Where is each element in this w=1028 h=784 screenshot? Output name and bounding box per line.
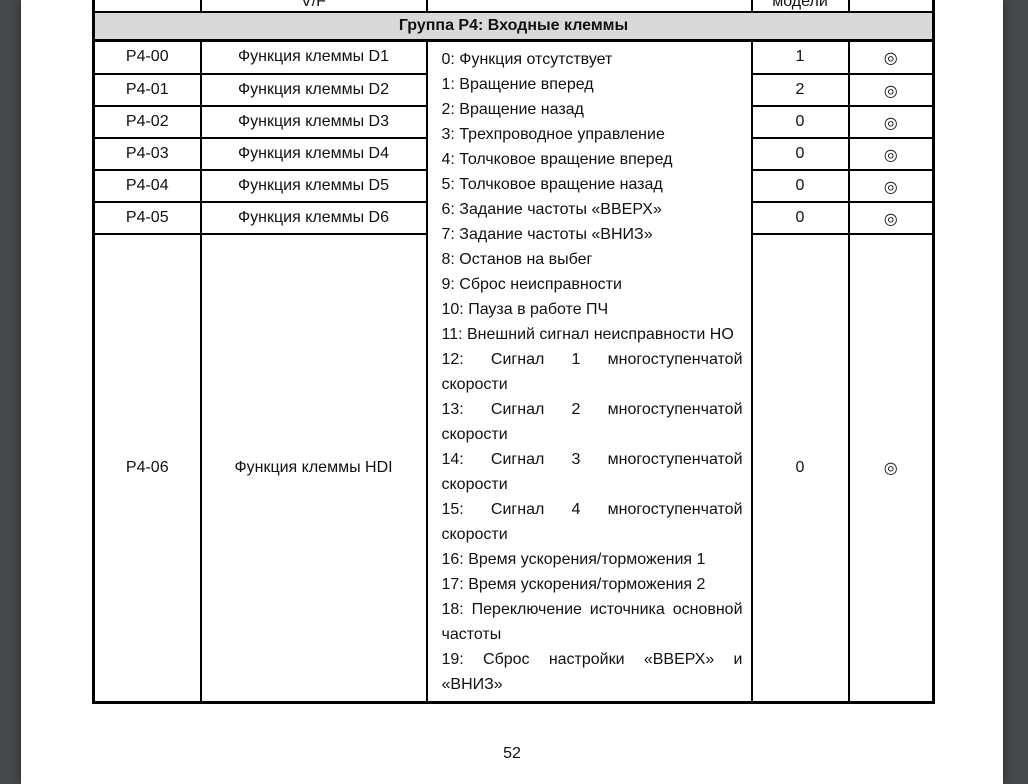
options-cell: 0: Функция отсутствует 1: Вращение впере…: [425, 39, 753, 703]
param-name-cell: Функция клеммы D4: [199, 137, 428, 171]
option-item: 17: Время ускорения/торможения 2: [441, 575, 706, 593]
partial-default-text: модели: [772, 0, 828, 10]
modify-flag-cell: ◎: [847, 169, 935, 203]
partial-name-text: V/F: [301, 0, 326, 10]
param-name-cell: Функция клеммы D2: [199, 73, 428, 107]
param-code-cell: P4-05: [92, 201, 202, 235]
parameters-table: V/F модели Группа P4: Входные клеммы P4-…: [92, 0, 935, 704]
option-item: 2: Вращение назад: [441, 100, 584, 118]
group-header-row: Группа P4: Входные клеммы: [92, 11, 935, 42]
param-row-p4-01: P4-01 Функция клеммы D2 2 ◎: [92, 73, 935, 107]
option-item: 14: Сигнал 3 многоступенчатой скорости: [441, 450, 743, 493]
option-item: 7: Задание частоты «ВНИЗ»: [441, 225, 653, 243]
modify-flag-cell: ◎: [847, 39, 935, 75]
option-item: 19: Сброс настройки «ВВЕРХ» и «ВНИЗ»: [441, 650, 743, 693]
option-item: 0: Функция отсутствует: [441, 50, 613, 68]
default-value-cell: 2: [750, 73, 850, 107]
option-item: 8: Останов на выбег: [441, 250, 593, 268]
option-item: 6: Задание частоты «ВВЕРХ»: [441, 200, 662, 218]
group-header-title: Группа P4: Входные клеммы: [92, 11, 935, 42]
document-page: V/F модели Группа P4: Входные клеммы P4-…: [21, 0, 1003, 784]
param-code-cell: P4-01: [92, 73, 202, 107]
options-list: 0: Функция отсутствует 1: Вращение впере…: [429, 42, 750, 700]
default-value-cell: 0: [750, 137, 850, 171]
param-row-p4-05: P4-05 Функция клеммы D6 0 ◎: [92, 201, 935, 235]
partial-code-cell: [92, 0, 202, 13]
option-item: 4: Толчковое вращение вперед: [441, 150, 673, 168]
option-item: 3: Трехпроводное управление: [441, 125, 665, 143]
partial-options-cell: [425, 0, 753, 13]
option-item: 18: Переключение источника основной част…: [441, 600, 743, 643]
param-code-cell: P4-04: [92, 169, 202, 203]
default-value-cell: 0: [750, 233, 850, 703]
param-name-cell: Функция клеммы D3: [199, 105, 428, 139]
partial-name-cell: V/F: [199, 0, 428, 13]
param-code-cell: P4-06: [92, 233, 202, 703]
param-row-p4-02: P4-02 Функция клеммы D3 0 ◎: [92, 105, 935, 139]
param-code-cell: P4-02: [92, 105, 202, 139]
modify-flag-cell: ◎: [847, 73, 935, 107]
option-item: 10: Пауза в работе ПЧ: [441, 300, 609, 318]
param-name-cell: Функция клеммы D6: [199, 201, 428, 235]
param-name-cell: Функция клеммы D5: [199, 169, 428, 203]
option-item: 12: Сигнал 1 многоступенчатой скорости: [441, 350, 743, 393]
default-value-cell: 0: [750, 105, 850, 139]
modify-flag-cell: ◎: [847, 201, 935, 235]
param-row-p4-00: P4-00 Функция клеммы D1 0: Функция отсут…: [92, 39, 935, 703]
param-name-cell: Функция клеммы HDI: [199, 233, 428, 703]
modify-flag-cell: ◎: [847, 105, 935, 139]
option-item: 11: Внешний сигнал неисправности НО: [441, 325, 734, 343]
param-row-p4-06: P4-06 Функция клеммы HDI 0 ◎: [92, 233, 935, 703]
partial-default-cell: модели: [750, 0, 850, 13]
option-item: 1: Вращение вперед: [441, 75, 594, 93]
default-value-cell: 0: [750, 169, 850, 203]
param-row-p4-04: P4-04 Функция клеммы D5 0 ◎: [92, 169, 935, 203]
default-value-cell: 0: [750, 201, 850, 235]
modify-flag-cell: ◎: [847, 137, 935, 171]
option-item: 13: Сигнал 2 многоступенчатой скорости: [441, 400, 743, 443]
option-item: 9: Сброс неисправности: [441, 275, 622, 293]
modify-flag-cell: ◎: [847, 233, 935, 703]
option-item: 5: Толчковое вращение назад: [441, 175, 663, 193]
partial-modify-cell: [847, 0, 935, 13]
page-number: 52: [503, 745, 521, 762]
param-code-cell: P4-03: [92, 137, 202, 171]
param-row-p4-03: P4-03 Функция клеммы D4 0 ◎: [92, 137, 935, 171]
option-item: 15: Сигнал 4 многоступенчатой скорости: [441, 500, 743, 543]
param-code-cell: P4-00: [92, 39, 202, 75]
previous-table-partial-row: V/F модели: [92, 0, 935, 13]
param-name-cell: Функция клеммы D1: [199, 39, 428, 75]
option-item: 16: Время ускорения/торможения 1: [441, 550, 706, 568]
default-value-cell: 1: [750, 39, 850, 75]
